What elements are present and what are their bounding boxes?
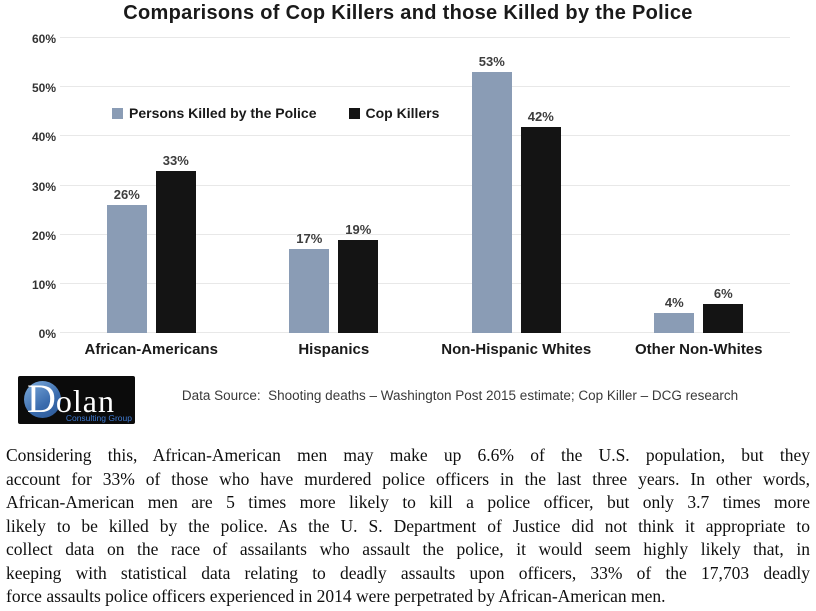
chart-legend: Persons Killed by the Police Cop Killers	[112, 105, 439, 121]
gridline	[60, 233, 790, 235]
y-axis-tick-label: 50%	[31, 81, 56, 96]
bar-column: 19%	[338, 221, 379, 333]
bar-value-label: 53%	[478, 54, 505, 70]
category-label: Hispanics	[298, 341, 370, 358]
y-axis-tick-label: 10%	[31, 277, 56, 292]
y-axis-tick-label: 40%	[31, 130, 56, 145]
bar-column: 17%	[289, 231, 330, 333]
category-label: Other Non-Whites	[635, 341, 763, 358]
gridline	[60, 37, 790, 38]
bar	[106, 205, 147, 333]
y-axis-tick-label: 30%	[31, 179, 56, 194]
gridline	[60, 135, 790, 137]
text-line: Considering this, African-American men m…	[6, 445, 810, 465]
legend-label: Cop Killers	[365, 105, 440, 121]
bar	[703, 303, 744, 333]
dolan-logo: D olan Consulting Group	[18, 376, 135, 424]
bar-column: 26%	[106, 187, 147, 333]
text-line: African-American men are 5 times more li…	[6, 492, 810, 512]
bar	[289, 249, 330, 333]
text-line: keeping with statistical data relating t…	[6, 562, 810, 583]
bar	[520, 126, 561, 333]
logo-rest: olan	[55, 383, 115, 419]
category-label: African-Americans	[84, 341, 218, 358]
legend-swatch-icon	[348, 107, 360, 119]
bar-value-label: 26%	[113, 187, 140, 203]
chart-section: Comparisons of Cop Killers and those Kil…	[14, 2, 791, 424]
y-axis-tick-label: 20%	[31, 228, 56, 243]
y-axis: 0% 10% 20% 30% 40% 50% 60%	[14, 32, 56, 341]
logo-initial: D	[27, 376, 56, 421]
text-line: force assaults police officers experienc…	[6, 586, 666, 606]
gridline	[60, 86, 790, 88]
legend-label: Persons Killed by the Police	[129, 105, 317, 121]
bar-value-label: 4%	[664, 295, 684, 311]
bar-group: 53% 42% Non-Hispanic Whites	[425, 38, 608, 358]
gridline	[60, 184, 790, 186]
gridline	[60, 332, 790, 333]
bar-column: 53%	[471, 54, 512, 333]
text-line: likely to be killed by the police. As th…	[6, 515, 810, 536]
bar-column: 33%	[155, 152, 196, 333]
legend-item-persons-killed: Persons Killed by the Police	[112, 105, 317, 121]
bar	[471, 72, 512, 333]
logo-subtitle: Consulting Group	[65, 413, 132, 423]
category-label: Non-Hispanic Whites	[441, 341, 592, 358]
bar-column: 6%	[703, 285, 744, 333]
gridline	[60, 282, 790, 284]
bar-group: 26% 33% African-Americans	[60, 38, 243, 358]
bar-group: 17% 19% Hispanics	[243, 38, 426, 358]
legend-item-cop-killers: Cop Killers	[348, 105, 440, 121]
bar	[654, 313, 695, 333]
bar	[155, 170, 196, 333]
bar-column: 4%	[654, 295, 695, 333]
data-source-note: Data Source: Shooting deaths – Washingto…	[181, 388, 739, 403]
bar-value-label: 33%	[162, 152, 189, 168]
bar-column: 42%	[520, 108, 561, 333]
bar-value-label: 17%	[296, 231, 323, 247]
logo-circle-icon	[24, 381, 61, 418]
bar-groups: 26% 33% African-Americans 17% 19% Hispanics 53…	[60, 38, 791, 359]
text-line: account for 33% of those who have murder…	[6, 468, 810, 489]
bar-value-label: 6%	[713, 285, 733, 301]
bar-value-label: 42%	[527, 108, 554, 124]
y-axis-tick-label: 60%	[31, 32, 56, 46]
chart-title: Comparisons of Cop Killers and those Kil…	[123, 2, 693, 24]
plot-area: 26% 33% African-Americans 17% 19% Hispanics 53…	[60, 37, 791, 359]
bar-group: 4% 6% Other Non-Whites	[608, 38, 791, 359]
text-line: collect data on the race of assailants w…	[6, 539, 810, 559]
body-paragraph: Considering this, African-American men m…	[6, 444, 810, 609]
y-axis-tick-label: 0%	[38, 327, 56, 341]
logo-wordmark: D olan	[27, 377, 115, 421]
legend-swatch-icon	[112, 107, 123, 119]
bar-value-label: 19%	[345, 221, 372, 237]
bar	[338, 239, 379, 333]
